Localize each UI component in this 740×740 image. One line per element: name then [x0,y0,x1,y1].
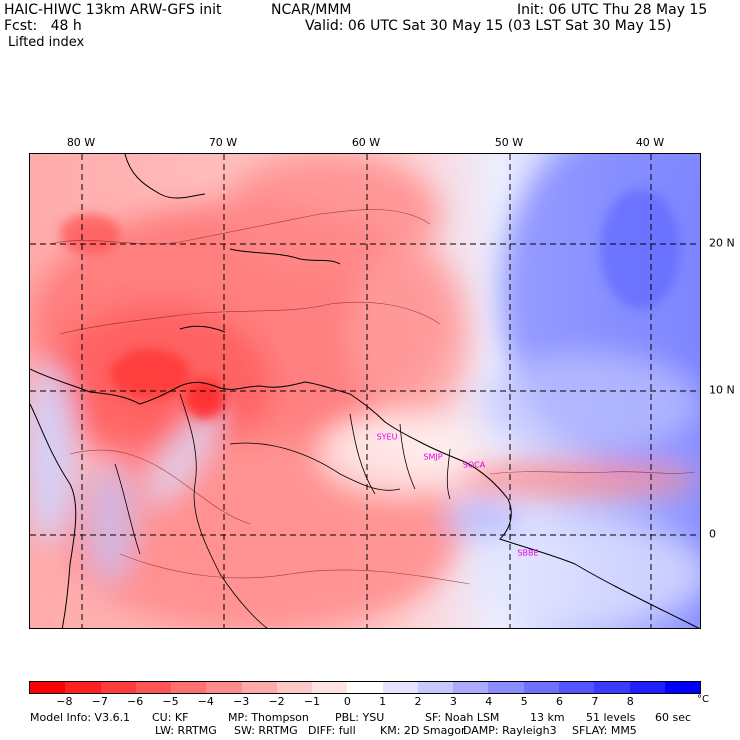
colorbar-tick-label: −1 [303,695,321,708]
footer-item: DAMP: Rayleigh3 [463,724,557,737]
colorbar-swatch [629,682,665,693]
colorbar-tick-label: −6 [126,695,144,708]
li-contours [49,209,696,585]
colorbar-swatch [135,682,172,693]
footer-item: 51 levels [586,711,636,724]
colorbar-tick-label: 4 [485,695,493,708]
lat-lon-grid [30,154,700,628]
model-title: HAIC-HIWC 13km ARW-GFS init [4,2,222,18]
lifted-index-map [30,154,700,628]
footer-item: SFLAY: MM5 [572,724,637,737]
colorbar-swatch [417,682,454,693]
colorbar-swatch [382,682,418,693]
lat-label-10n: 10 N [709,383,735,397]
station-smjp: SMJP [423,452,443,462]
colorbar-tick-label: 0 [343,695,351,708]
colorbar-swatch [206,682,242,693]
colorbar-tick-label: −5 [162,695,179,708]
colorbar-tick-label: 5 [520,695,528,708]
colorbar-swatch [171,682,207,693]
colorbar-tick-label: 7 [591,695,599,708]
footer-item: CU: KF [152,711,189,724]
footer-item: 60 sec [655,711,692,724]
colorbar-tick-label: −2 [268,695,285,708]
colorbar-swatch [347,682,383,693]
colorbar-swatch [312,682,348,693]
footer-item: MP: Thompson [228,711,309,724]
init-time: Init: 06 UTC Thu 28 May 15 [517,2,708,18]
footer-item: KM: 2D Smagor [380,724,466,737]
station-sbbe: SBBE [517,548,539,558]
colorbar [29,681,701,694]
colorbar-tick-label: −7 [91,695,108,708]
colorbar-tick-label: 6 [556,695,564,708]
colorbar-swatch [594,682,630,693]
colorbar-swatch [30,682,66,693]
colorbar-tick-label: 2 [414,695,422,708]
colorbar-unit: °C [697,694,709,705]
colorbar-tick-label: 1 [379,695,387,708]
colorbar-swatch [100,682,136,693]
footer-item: Model Info: V3.6.1 [30,711,131,724]
colorbar-tick-label: −4 [197,695,214,708]
colorbar-swatch [241,682,277,693]
footer-item: SW: RRTMG [234,724,298,737]
colorbar-swatch [523,682,559,693]
organization: NCAR/MMM [271,2,352,18]
colorbar-tick-label: 3 [449,695,457,708]
lat-label-20n: 20 N [709,236,735,250]
forecast-hour: Fcst: 48 h [4,18,82,34]
colorbar-swatch [453,682,489,693]
colorbar-swatch [276,682,313,693]
lon-label-40w: 40 W [635,136,665,149]
lon-label-60w: 60 W [351,136,381,149]
valid-time: Valid: 06 UTC Sat 30 May 15 (03 LST Sat … [305,18,672,34]
lon-label-50w: 50 W [494,136,524,149]
footer-item: DIFF: full [308,724,356,737]
map-panel [29,153,701,629]
colorbar-tick-label: −3 [233,695,250,708]
field-name: Lifted index [8,35,85,50]
colorbar-swatch [488,682,524,693]
lon-label-70w: 70 W [208,136,238,149]
footer-item: LW: RRTMG [155,724,217,737]
coastlines [30,154,700,628]
colorbar-tick-label: −8 [56,695,73,708]
colorbar-swatch [558,682,595,693]
country-borders [114,393,451,628]
station-soca: SOCA [462,460,486,470]
colorbar-swatch [664,682,701,693]
footer-item: PBL: YSU [335,711,385,724]
colorbar-tick-label: 8 [626,695,634,708]
footer-item: SF: Noah LSM [425,711,500,724]
footer-item: 13 km [530,711,565,724]
colorbar-swatch [65,682,101,693]
lon-label-80w: 80 W [66,136,96,149]
station-syeu: SYEU [376,432,398,442]
lat-label-0: 0 [709,527,716,541]
